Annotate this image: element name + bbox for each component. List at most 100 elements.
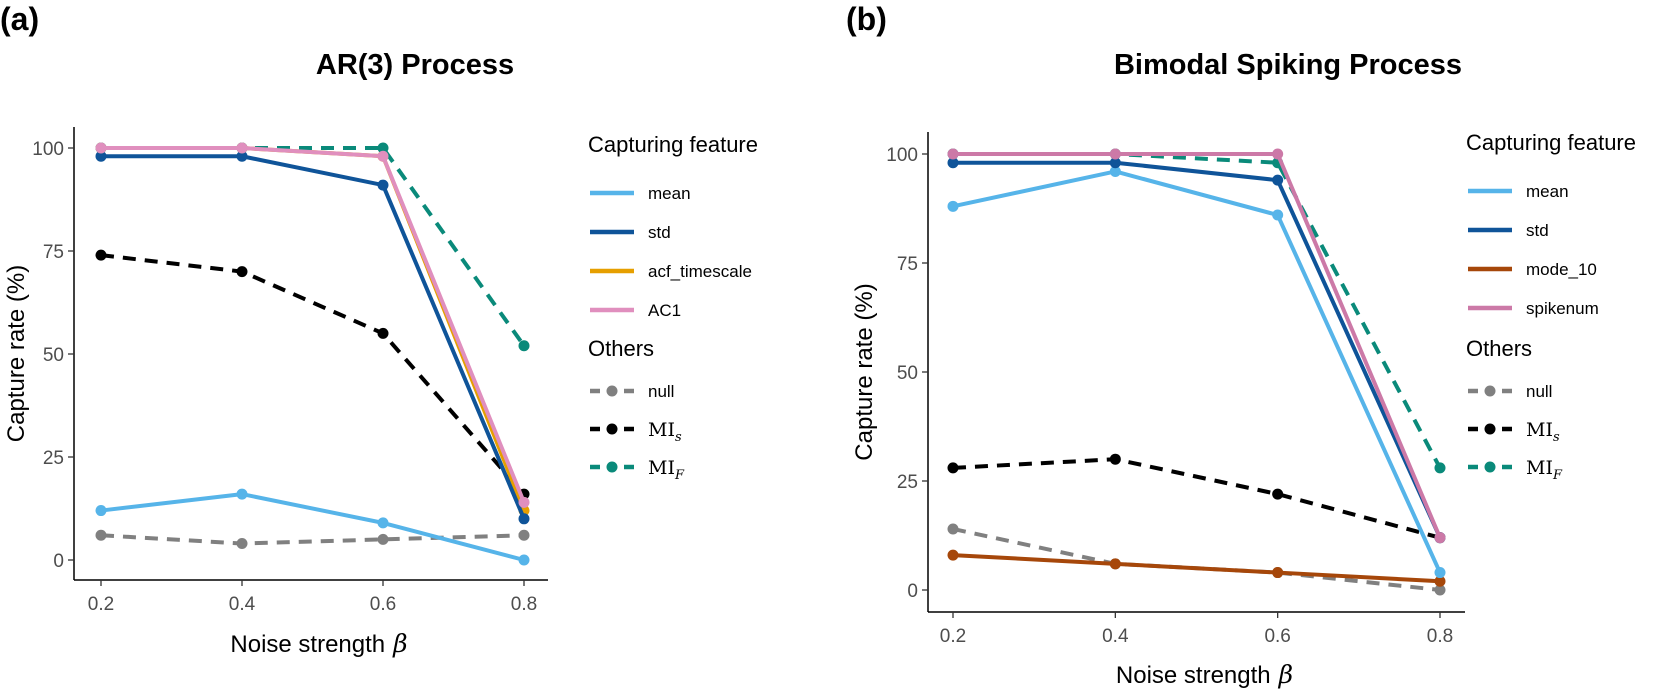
legend-swatch-point bbox=[1484, 461, 1496, 473]
series-line-mean bbox=[951, 169, 1442, 575]
data-point-null bbox=[518, 529, 530, 541]
data-point-mode_10 bbox=[1434, 575, 1446, 587]
y-tick-label: 50 bbox=[897, 363, 918, 384]
data-point-AC1 bbox=[377, 150, 389, 162]
legend-item-mean: mean bbox=[590, 184, 691, 203]
series-line-mode_10 bbox=[951, 553, 1442, 584]
legend-label: std bbox=[1526, 221, 1549, 240]
panel-label: (b) bbox=[846, 1, 887, 37]
chart-title: AR(3) Process bbox=[316, 49, 514, 81]
x-tick-label: 0.4 bbox=[229, 594, 256, 615]
data-point-mean bbox=[236, 488, 248, 500]
data-point-MI_s bbox=[1272, 488, 1284, 500]
y-tick-label: 0 bbox=[907, 581, 918, 602]
legend-label-main: MI bbox=[1526, 457, 1553, 479]
legend-group-title: Others bbox=[1466, 336, 1532, 361]
series-line-mean bbox=[99, 492, 526, 562]
data-point-AC1 bbox=[518, 496, 530, 508]
data-point-MI_s bbox=[947, 462, 959, 474]
series-line-MI_s bbox=[100, 253, 526, 496]
y-tick-label: 25 bbox=[43, 448, 64, 469]
data-point-MI_F bbox=[377, 142, 389, 154]
data-point-std bbox=[947, 157, 959, 169]
legend-group-title: Capturing feature bbox=[588, 132, 758, 157]
legend: Capturing feature mean std acf_timescale AC1… bbox=[588, 132, 758, 483]
data-point-mode_10 bbox=[1109, 558, 1121, 570]
series-line-MI_s bbox=[952, 457, 1441, 540]
x-tick-label: 0.4 bbox=[1102, 626, 1129, 647]
data-point-MI_F bbox=[518, 340, 530, 352]
x-axis-title-symbol: β bbox=[1278, 660, 1293, 689]
data-point-spikenum bbox=[1109, 148, 1121, 160]
legend-label: spikenum bbox=[1526, 299, 1599, 318]
legend-label-main: MI bbox=[1526, 419, 1553, 441]
legend-item-MI_F: MIF bbox=[1468, 457, 1563, 483]
legend-label: MIs bbox=[1526, 419, 1560, 445]
data-point-mean bbox=[95, 505, 107, 517]
data-point-spikenum bbox=[1272, 148, 1284, 160]
legend-swatch-point bbox=[606, 461, 618, 473]
y-tick-label: 25 bbox=[897, 472, 918, 493]
panel-label: (a) bbox=[0, 1, 39, 37]
data-point-MI_s bbox=[377, 327, 389, 339]
data-point-spikenum bbox=[947, 148, 959, 160]
series-line-null bbox=[100, 533, 525, 546]
data-point-null bbox=[377, 533, 389, 545]
x-tick-label: 0.2 bbox=[940, 626, 966, 647]
data-point-mode_10 bbox=[1272, 567, 1284, 579]
data-point-null bbox=[95, 529, 107, 541]
data-point-mean bbox=[518, 554, 530, 566]
y-axis-title: Capture rate (%) bbox=[3, 265, 30, 442]
legend-label: acf_timescale bbox=[648, 262, 752, 281]
data-point-mean bbox=[947, 200, 959, 212]
chart-panel-1: (b) Bimodal Spiking Process 0 25 50 75 100 0.2 0… bbox=[846, 1, 1636, 689]
x-axis-title: Noise strength β bbox=[1116, 660, 1293, 689]
data-point-mean bbox=[1272, 209, 1284, 221]
legend-label-main: MI bbox=[648, 457, 675, 479]
data-point-mean bbox=[1109, 165, 1121, 177]
legend-item-std: std bbox=[590, 223, 671, 242]
y-tick-label: 100 bbox=[32, 139, 64, 160]
series-line-std bbox=[99, 154, 526, 521]
legend-swatch-point bbox=[1484, 385, 1496, 397]
legend-label: null bbox=[648, 382, 674, 401]
legend-item-MI_F: MIF bbox=[590, 457, 685, 483]
data-point-std bbox=[95, 150, 107, 162]
legend-label: mean bbox=[648, 184, 691, 203]
legend-group-title: Capturing feature bbox=[1466, 130, 1636, 155]
chart-panel-0: (a) AR(3) Process 0 25 50 75 100 0.2 0.4 0.6 0.8 Ca… bbox=[0, 1, 758, 658]
legend-item-spikenum: spikenum bbox=[1468, 299, 1599, 318]
legend-label: AC1 bbox=[648, 301, 681, 320]
series-line-std bbox=[951, 160, 1442, 540]
data-point-MI_s bbox=[236, 266, 248, 278]
y-tick-label: 50 bbox=[43, 345, 64, 366]
legend-label-main: MI bbox=[648, 419, 675, 441]
data-point-AC1 bbox=[95, 142, 107, 154]
x-axis-title-symbol: β bbox=[392, 629, 407, 658]
series-line-MI_F bbox=[101, 146, 526, 347]
legend-label: mean bbox=[1526, 182, 1569, 201]
legend-item-acf_timescale: acf_timescale bbox=[590, 262, 752, 281]
legend-label: MIs bbox=[648, 419, 682, 445]
y-tick-label: 100 bbox=[886, 145, 918, 166]
x-axis-title-text: Noise strength bbox=[230, 631, 385, 658]
legend-label: null bbox=[1526, 382, 1552, 401]
data-point-null bbox=[947, 523, 959, 535]
legend: Capturing feature mean std mode_10 spikenum O… bbox=[1466, 130, 1636, 483]
chart-title: Bimodal Spiking Process bbox=[1114, 49, 1462, 81]
data-point-mode_10 bbox=[947, 549, 959, 561]
legend-label: MIF bbox=[648, 457, 685, 483]
x-tick-label: 0.2 bbox=[88, 594, 114, 615]
legend-swatch-point bbox=[606, 385, 618, 397]
x-axis-title: Noise strength β bbox=[230, 629, 407, 658]
legend-item-null: null bbox=[590, 382, 674, 401]
x-tick-label: 0.6 bbox=[1264, 626, 1290, 647]
series-line-AC1 bbox=[99, 146, 526, 505]
legend-item-std: std bbox=[1468, 221, 1549, 240]
x-tick-label: 0.8 bbox=[511, 594, 537, 615]
y-tick-label: 75 bbox=[43, 242, 64, 263]
data-point-AC1 bbox=[236, 142, 248, 154]
legend-group-title: Others bbox=[588, 336, 654, 361]
data-point-std bbox=[236, 150, 248, 162]
series-line-spikenum bbox=[951, 152, 1442, 540]
